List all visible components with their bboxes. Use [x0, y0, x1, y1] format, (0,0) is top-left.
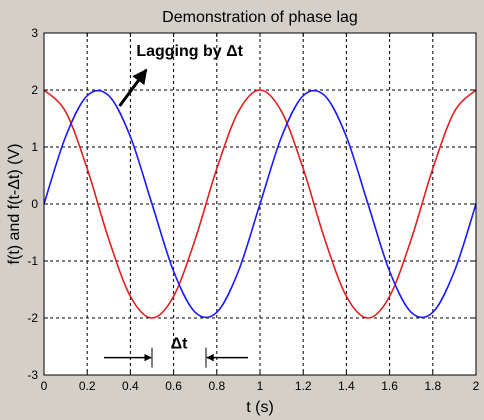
x-tick-label: 0 [41, 379, 48, 393]
x-tick-label: 0.6 [165, 379, 182, 393]
x-tick-label: 0.8 [208, 379, 225, 393]
x-tick-label: 1.6 [381, 379, 398, 393]
y-axis-label: f(t) and f(t-Δt) (V) [6, 144, 23, 265]
ticks [43, 32, 477, 376]
series-line-1 [43, 89, 477, 319]
annotations: Lagging by Δt Δt [104, 43, 248, 368]
y-tick-label: -3 [27, 368, 38, 382]
y-tick-label: 2 [31, 83, 38, 97]
x-tick-label: 1 [257, 379, 264, 393]
x-tick-label: 1.2 [295, 379, 312, 393]
x-tick-label: 1.8 [424, 379, 441, 393]
x-axis-label: t (s) [246, 399, 274, 416]
y-tick-label: -2 [27, 311, 38, 325]
y-tick-label: 3 [31, 26, 38, 40]
x-tick-label: 1.4 [338, 379, 355, 393]
x-tick-label: 2 [473, 379, 480, 393]
lag-annotation-text: Lagging by Δt [136, 43, 243, 60]
y-tick-labels: -3 -2 -1 0 1 2 3 [27, 26, 38, 382]
x-tick-label: 0.4 [122, 379, 139, 393]
series-layer [43, 89, 477, 319]
x-tick-labels: 0 0.2 0.4 0.6 0.8 1 1.2 1.4 1.6 1.8 2 [41, 379, 480, 393]
y-tick-label: 0 [31, 197, 38, 211]
y-tick-label: -1 [27, 254, 38, 268]
y-tick-label: 1 [31, 140, 38, 154]
series-line-0 [43, 89, 477, 319]
chart-title: Demonstration of phase lag [162, 9, 358, 26]
x-tick-label: 0.2 [79, 379, 96, 393]
lag-annotation-arrow [118, 68, 148, 107]
delta-t-label: Δt [171, 336, 189, 353]
